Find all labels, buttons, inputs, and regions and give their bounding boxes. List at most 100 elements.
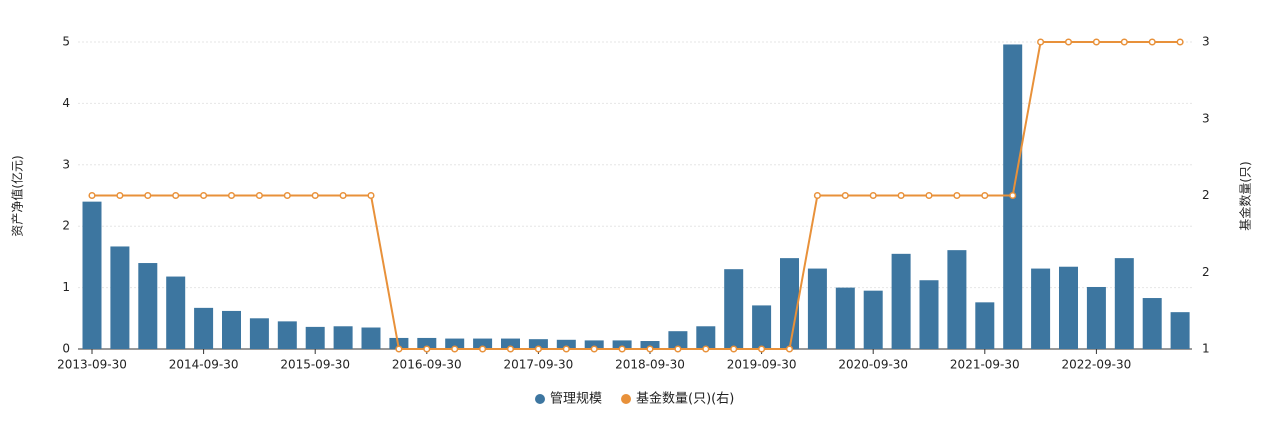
line-point [88,191,96,200]
bar [1114,258,1134,349]
y2-tick-label: 3 [1202,111,1210,125]
line-point [534,345,542,353]
bar [249,318,269,349]
y-tick-label: 4 [62,96,70,110]
line-point [255,191,263,200]
line-point [1148,38,1156,46]
y2-tick-label: 2 [1202,188,1210,202]
bar [584,340,604,349]
line-point [590,345,598,353]
line-point [395,345,403,353]
x-tick-label: 2022-09-30 [1062,358,1132,372]
y-tick-label: 5 [62,35,70,49]
line-point [646,345,654,353]
line-point [144,191,152,200]
y-axis-label: 资产净值(亿元) [10,155,25,236]
bar [528,339,548,349]
bar [222,310,241,349]
line-point [423,345,431,353]
bar [556,339,576,349]
line-point [1037,38,1045,46]
y-tick-label: 3 [62,157,70,171]
line-point [674,345,682,353]
line-point [897,191,905,200]
bar [445,338,465,349]
x-tick-label: 2018-09-30 [615,358,685,372]
y2-tick-label: 3 [1202,35,1210,49]
line-point [981,191,989,200]
bar [780,258,799,349]
y-tick-label: 0 [62,342,70,356]
bar [305,326,325,349]
line-point [1120,38,1128,46]
line-point [1176,38,1184,46]
x-tick-label: 2013-09-30 [57,358,127,372]
line-point [841,191,849,200]
line-point [562,345,570,353]
x-tick-label: 2021-09-30 [950,358,1020,372]
bar [194,307,214,349]
line-point [367,191,375,200]
bar [1170,312,1190,349]
line-point [1064,38,1073,46]
line-point [116,191,124,200]
bar [835,287,855,349]
bar [110,246,130,349]
line-point [227,191,236,200]
bar [807,268,827,349]
line-point [339,191,347,200]
bar [138,263,158,349]
bar [947,250,967,349]
bar [863,290,883,349]
line-point [1009,191,1017,200]
bar [668,331,688,349]
line-point [172,191,180,200]
legend-label: 基金数量(只)(右) [636,391,734,407]
line-point [200,191,208,200]
x-tick-label: 2014-09-30 [169,358,239,372]
x-tick-label: 2016-09-30 [392,358,462,372]
legend-label: 管理规模 [550,392,602,407]
line-point [451,345,459,353]
bar [473,338,493,349]
line-point [506,345,515,353]
line-point [925,191,933,200]
bar [361,327,381,349]
bar [277,321,297,349]
y-tick-label: 1 [62,280,70,294]
y2-tick-label: 2 [1202,265,1210,279]
bar [166,276,186,349]
x-tick-label: 2015-09-30 [280,358,350,372]
bar [612,340,632,349]
bar [975,302,995,349]
bar [1086,286,1106,349]
line-point [785,345,794,353]
bar [333,326,353,349]
line-point [730,345,738,353]
bar [82,201,102,349]
x-tick-label: 2019-09-30 [727,358,797,372]
legend-marker [621,394,632,404]
bar [752,305,772,349]
line-point [283,191,291,200]
y-tick-label: 2 [62,219,70,233]
line-point [813,191,821,200]
x-tick-label: 2020-09-30 [838,358,908,372]
bar [1059,266,1078,349]
bar [891,253,911,349]
bar [919,280,939,349]
bar [696,326,716,349]
bar [1142,298,1162,349]
bar [1031,268,1051,349]
line-point [758,345,766,353]
line-point [1092,38,1100,46]
line [92,41,1181,350]
line-point [953,191,961,200]
y2-axis-label: 基金数量(只) [1238,161,1253,230]
bar [501,338,520,349]
y2-tick-label: 1 [1202,342,1210,356]
bar [640,341,660,349]
line-point [311,191,319,200]
legend-marker [535,394,545,404]
